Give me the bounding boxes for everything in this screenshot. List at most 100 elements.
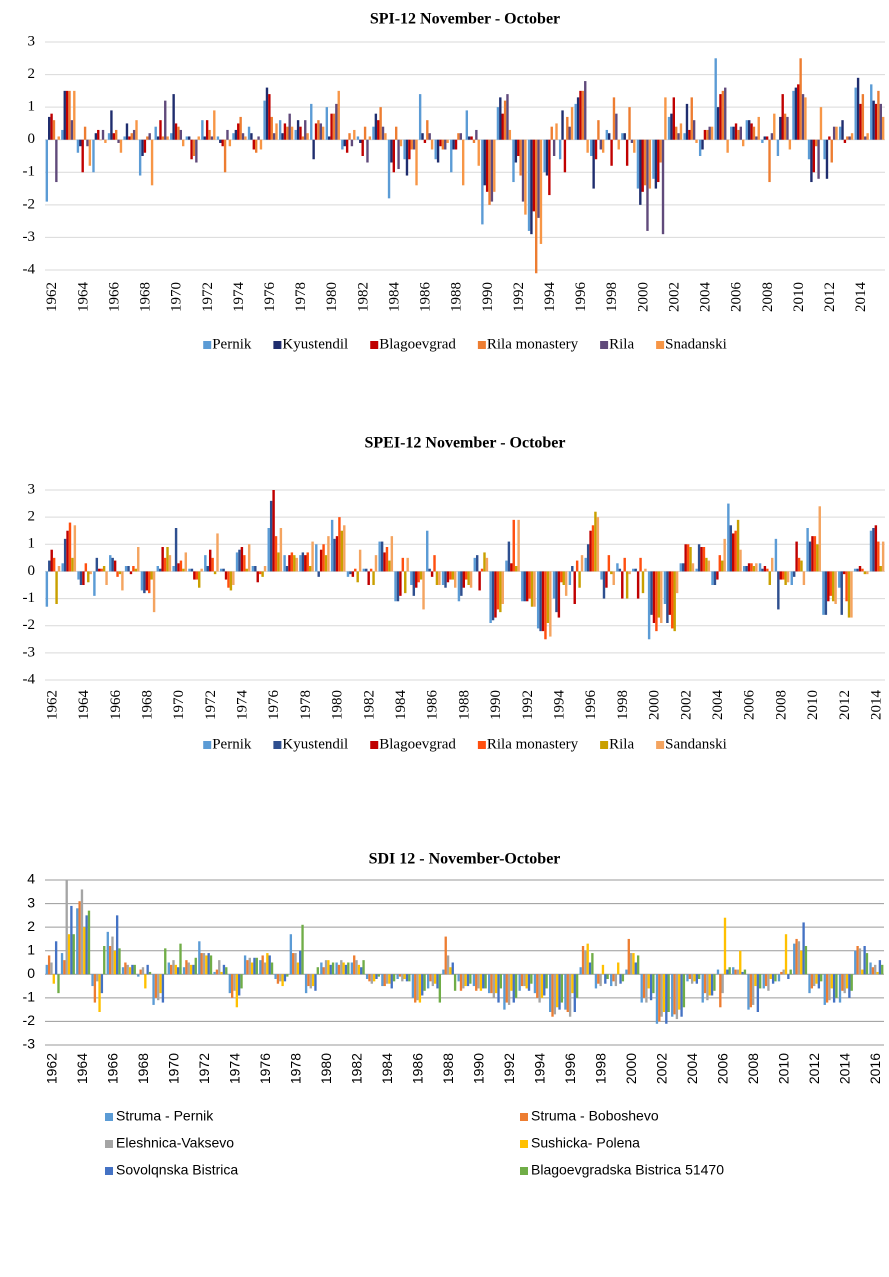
bar	[164, 100, 167, 140]
bar	[784, 571, 787, 585]
bar	[758, 563, 762, 572]
bar	[337, 90, 340, 140]
bar	[430, 139, 434, 150]
bar	[523, 974, 526, 987]
bar	[310, 103, 313, 140]
bar	[361, 139, 364, 156]
bar	[111, 936, 114, 975]
bar	[612, 571, 615, 585]
chart: SPEI-12 November - October -4 -3 -2 -1 0 1 2 3 19…	[23, 435, 885, 752]
bar	[850, 133, 854, 140]
legend: Pernik Kyustendil Blagoevgrad Rila monaster…	[203, 336, 727, 352]
bar	[747, 974, 750, 1010]
x-tick-label: 1982	[348, 1053, 364, 1084]
bar	[703, 974, 707, 994]
bar	[610, 139, 613, 166]
bar	[770, 133, 774, 140]
bar	[832, 126, 836, 140]
bar	[299, 950, 302, 975]
bar	[451, 571, 455, 580]
bar	[734, 530, 737, 572]
bar	[477, 974, 480, 989]
bar	[353, 955, 356, 975]
bar	[842, 571, 846, 575]
bar	[754, 974, 757, 987]
bar	[472, 974, 476, 987]
bar	[591, 953, 594, 975]
bar	[117, 139, 120, 143]
y-tick-label: 3	[27, 894, 35, 910]
bar	[340, 530, 344, 572]
bar	[810, 139, 813, 183]
x-tick-label: 1994	[542, 282, 558, 313]
bar	[670, 113, 673, 140]
bar	[594, 974, 598, 989]
bar	[286, 126, 289, 140]
bar	[412, 139, 416, 150]
bar	[698, 139, 702, 156]
bar	[418, 974, 422, 1003]
bar	[548, 139, 551, 196]
bar	[331, 962, 335, 975]
bar	[401, 974, 404, 982]
bar	[383, 974, 386, 987]
bar	[301, 924, 304, 975]
bar	[350, 962, 354, 975]
bar	[679, 563, 683, 572]
bar	[345, 139, 349, 153]
bar	[781, 94, 784, 140]
bar	[730, 126, 733, 140]
bar	[533, 571, 536, 607]
y-tick-label: 1	[27, 941, 35, 957]
bar	[63, 960, 66, 975]
bar	[695, 568, 698, 572]
bar	[881, 116, 885, 140]
bar	[263, 100, 266, 140]
bar	[327, 536, 330, 572]
bar	[202, 953, 206, 975]
bar	[141, 967, 145, 975]
x-tick-label: 1984	[393, 690, 409, 721]
x-tick-label: 1972	[200, 282, 216, 312]
bar	[57, 974, 60, 994]
bar	[751, 974, 755, 1005]
bar	[576, 97, 580, 140]
bar	[648, 139, 652, 189]
bar	[344, 964, 348, 975]
bar	[269, 500, 273, 572]
bar	[741, 971, 744, 975]
bar	[109, 555, 112, 572]
bar	[718, 555, 722, 572]
bar	[484, 974, 487, 989]
bar	[523, 571, 526, 602]
x-tick-label: 1990	[470, 1053, 486, 1084]
bar	[571, 974, 574, 994]
bar	[107, 133, 111, 140]
bar	[558, 974, 561, 1010]
bar	[329, 964, 332, 975]
x-tick-label: 1990	[488, 690, 504, 720]
x-tick-label: 1996	[583, 690, 599, 721]
bar	[881, 541, 885, 572]
bar	[232, 571, 235, 585]
bar	[405, 974, 409, 982]
bar	[801, 94, 805, 140]
x-tick-label: 1964	[76, 690, 92, 721]
bar	[281, 974, 284, 987]
bar	[356, 136, 360, 140]
bar	[563, 139, 567, 173]
y-tick-label: -3	[23, 229, 36, 245]
bar	[454, 571, 457, 588]
bar	[499, 974, 503, 989]
bar	[351, 571, 355, 577]
bar	[831, 571, 835, 602]
x-tick-label: 1962	[43, 1053, 59, 1084]
bar	[426, 974, 430, 989]
bar	[45, 139, 49, 202]
bar	[366, 139, 369, 163]
bar	[343, 139, 346, 147]
bar	[333, 538, 336, 572]
bar	[143, 139, 147, 153]
x-tick-label: 1986	[418, 282, 434, 313]
bar	[756, 974, 760, 1012]
